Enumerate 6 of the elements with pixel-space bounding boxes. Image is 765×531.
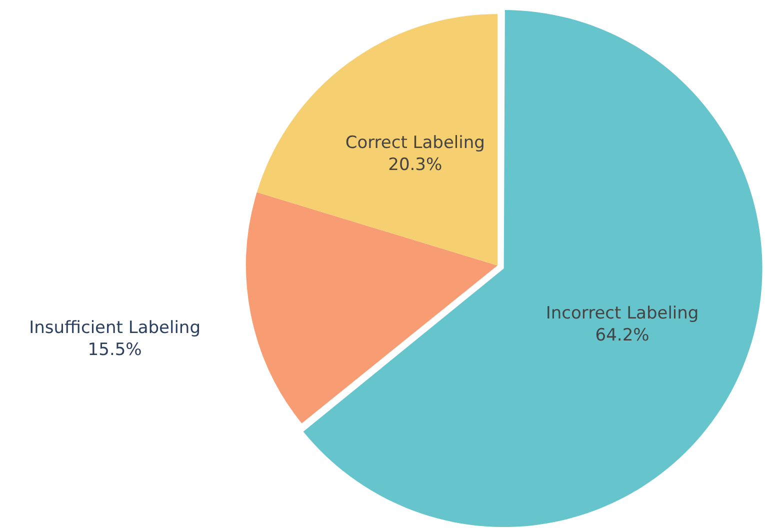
slice-label: Insufficient Labeling: [29, 318, 201, 338]
slice-label: Incorrect Labeling: [546, 304, 699, 324]
data-label: 20.3%: [388, 154, 442, 175]
slice-label: Correct Labeling: [345, 132, 485, 153]
data-label: 64.2%: [595, 326, 650, 346]
data-label: 15.5%: [88, 340, 142, 360]
